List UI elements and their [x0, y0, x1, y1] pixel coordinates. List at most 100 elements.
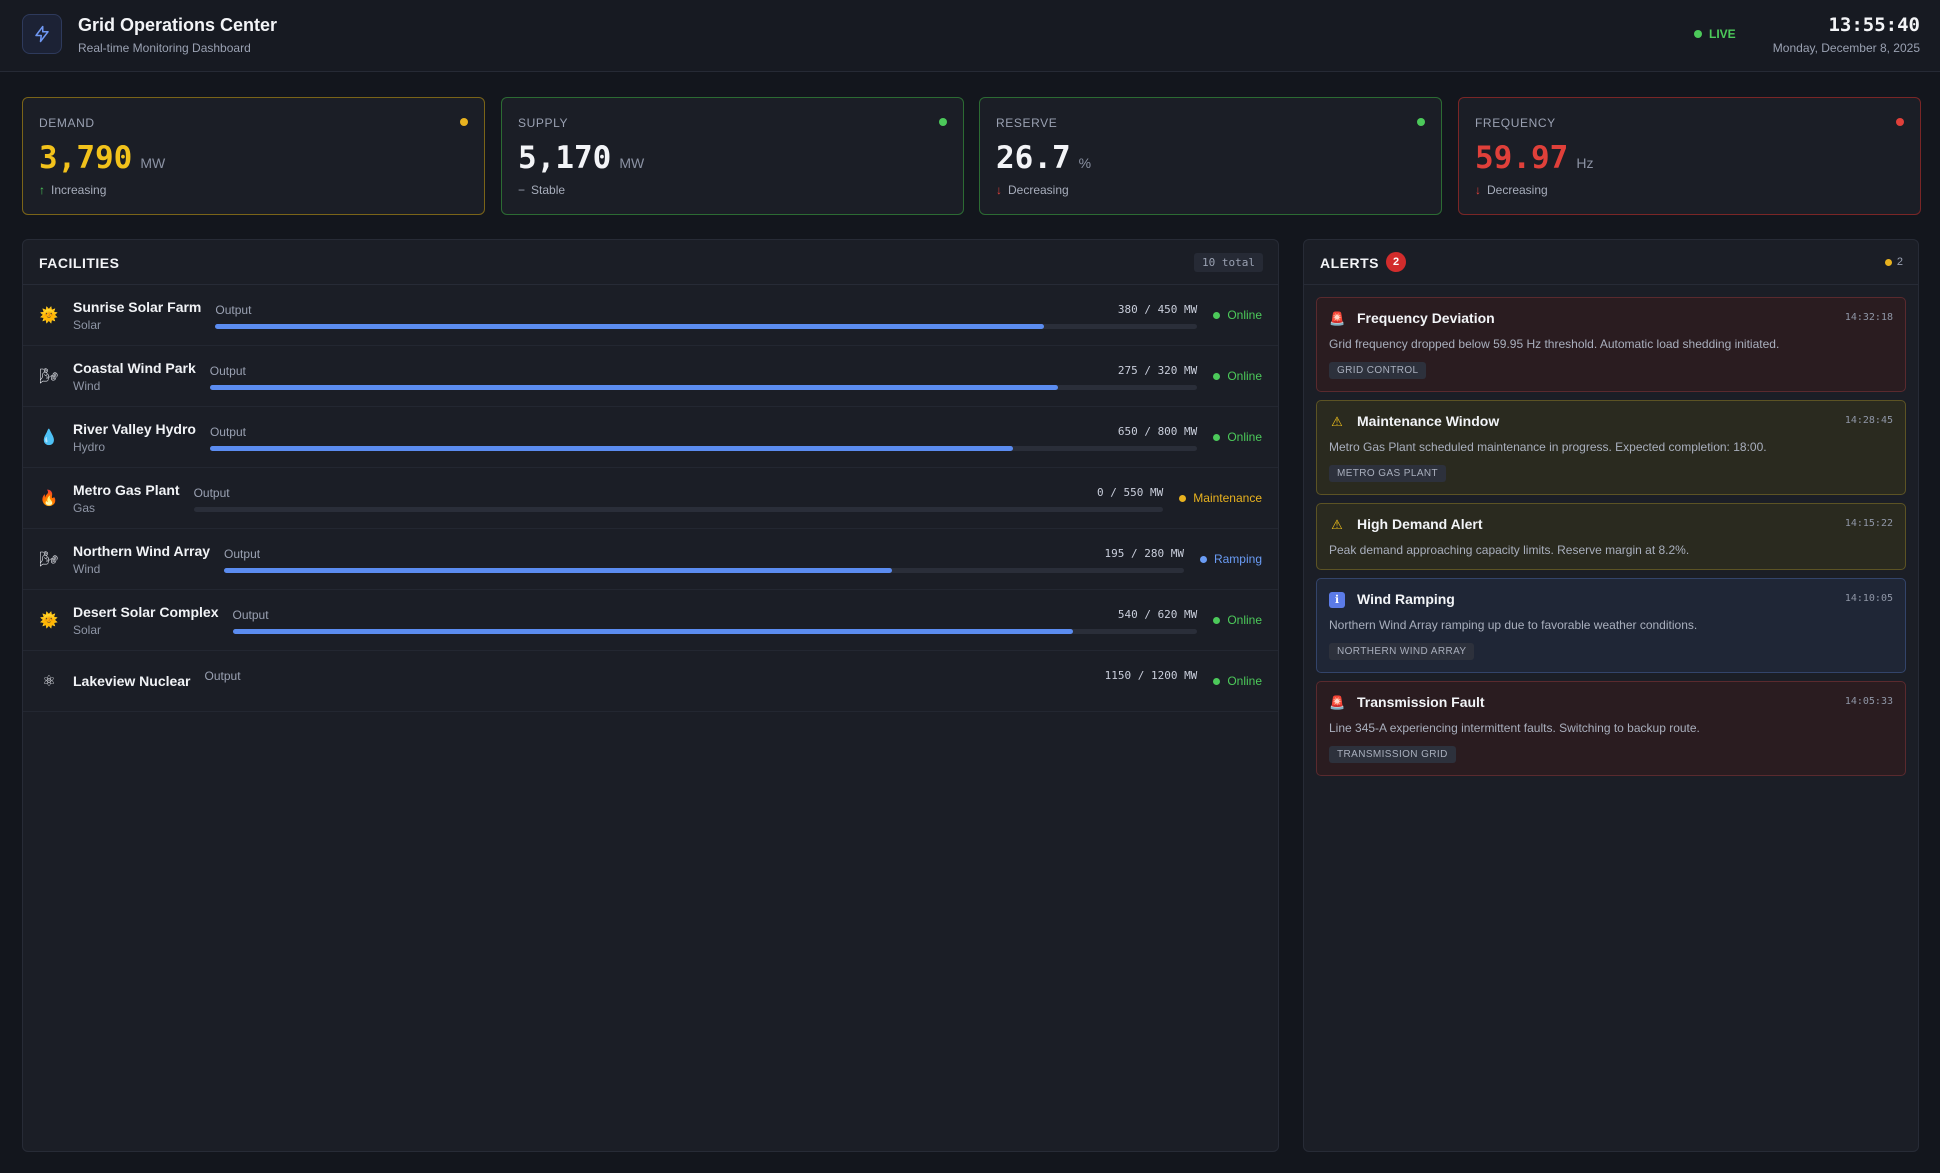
output-value: 0 / 550 MW — [1097, 486, 1164, 499]
metric-label: SUPPLY — [518, 116, 569, 130]
alert-title: Maintenance Window — [1357, 413, 1500, 429]
alert-card[interactable]: 🚨 Transmission Fault 14:05:33 Line 345-A… — [1316, 681, 1906, 776]
facility-type: Wind — [73, 378, 101, 393]
facility-status: Online — [1213, 613, 1262, 627]
alerts-mini-indicator: 2 — [1884, 256, 1903, 268]
output-bar-fill — [209, 446, 1013, 451]
alert-card[interactable]: ⚠ High Demand Alert 14:15:22 Peak demand… — [1316, 503, 1906, 570]
live-dot-icon — [1694, 30, 1702, 38]
alert-message: Line 345-A experiencing intermittent fau… — [1329, 721, 1700, 735]
metric-unit: Hz — [1576, 155, 1594, 171]
alert-card[interactable]: ⚠ Maintenance Window 14:28:45 Metro Gas … — [1316, 400, 1906, 495]
trend-arrow-icon: − — [518, 183, 526, 197]
facilities-total-badge: 10 total — [1194, 253, 1263, 272]
flame-icon: 🔥 — [39, 490, 59, 507]
facility-row[interactable]: 🌞 Desert Solar Complex Solar Output 540 … — [23, 590, 1278, 651]
output-bar-track — [209, 385, 1198, 390]
facility-output: Output 1150 / 1200 MW — [205, 661, 1198, 701]
facility-row[interactable]: 🌞 Sunrise Solar Farm Solar Output 380 / … — [23, 285, 1278, 346]
facility-type: Solar — [73, 317, 102, 332]
facility-row[interactable]: 🌬 Northern Wind Array Wind Output 195 / … — [23, 529, 1278, 590]
alert-title: Frequency Deviation — [1357, 310, 1495, 326]
alert-time: 14:10:05 — [1844, 593, 1893, 604]
app-title: Grid Operations Center — [78, 15, 278, 35]
metric-value-row: 3,790 MW — [39, 140, 165, 176]
facility-list: 🌞 Sunrise Solar Farm Solar Output 380 / … — [23, 285, 1278, 712]
output-label: Output — [204, 669, 241, 683]
facility-row[interactable]: 🌬 Coastal Wind Park Wind Output 275 / 32… — [23, 346, 1278, 407]
output-bar-track — [224, 568, 1184, 573]
facility-name-block: Metro Gas Plant Gas — [73, 482, 180, 515]
metric-trend: ↓ Decreasing — [1475, 183, 1548, 197]
status-label: Online — [1227, 613, 1262, 627]
output-label: Output — [215, 303, 252, 317]
alert-time: 14:32:18 — [1844, 312, 1893, 323]
facility-type: Wind — [73, 561, 101, 576]
facility-output: Output 0 / 550 MW — [193, 478, 1164, 518]
status-label: Ramping — [1213, 552, 1262, 566]
output-bar-track — [209, 446, 1198, 451]
facility-status: Online — [1213, 308, 1262, 322]
warning-icon: ⚠ — [1331, 517, 1343, 532]
trend-label: Stable — [531, 183, 566, 197]
facility-row[interactable]: 🔥 Metro Gas Plant Gas Output 0 / 550 MW … — [23, 468, 1278, 529]
facility-status: Online — [1213, 674, 1262, 688]
facility-name: Lakeview Nuclear — [73, 673, 191, 689]
alerts-title: ALERTS — [1320, 255, 1379, 271]
app-header: Grid Operations Center Real-time Monitor… — [0, 0, 1940, 72]
facility-status: Ramping — [1199, 552, 1262, 566]
output-value: 275 / 320 MW — [1117, 364, 1198, 377]
alert-source-tag: METRO GAS PLANT — [1329, 465, 1447, 482]
metric-value: 26.7 — [996, 140, 1071, 176]
warning-icon: ⚠ — [1331, 414, 1343, 429]
alert-card[interactable]: 🚨 Frequency Deviation 14:32:18 Grid freq… — [1316, 297, 1906, 392]
facility-name-block: Lakeview Nuclear — [73, 673, 191, 689]
metric-label: RESERVE — [996, 116, 1058, 130]
status-label: Online — [1227, 369, 1262, 383]
alert-message: Metro Gas Plant scheduled maintenance in… — [1329, 440, 1767, 454]
metric-unit: MW — [619, 155, 645, 171]
facility-row[interactable]: ⚛ Lakeview Nuclear Output 1150 / 1200 MW… — [23, 651, 1278, 712]
metric-trend: ↑ Increasing — [39, 183, 106, 197]
atom-icon: ⚛ — [42, 673, 56, 690]
output-bar-track — [215, 324, 1198, 329]
alert-card[interactable]: ℹ Wind Ramping 14:10:05 Northern Wind Ar… — [1316, 578, 1906, 673]
facility-name: Desert Solar Complex — [73, 603, 219, 620]
alerts-panel: ALERTS 2 2 🚨 Frequency Deviation 14:32:1… — [1303, 239, 1919, 1152]
facilities-title: FACILITIES — [39, 255, 120, 271]
facility-type: Solar — [73, 622, 102, 637]
trend-label: Increasing — [51, 183, 107, 197]
output-bar-fill — [224, 568, 893, 573]
output-label: Output — [209, 425, 246, 439]
output-value: 650 / 800 MW — [1117, 425, 1198, 438]
status-dot-icon — [460, 118, 468, 126]
wind-icon: 🌬 — [39, 551, 59, 568]
facility-name: Coastal Wind Park — [73, 359, 196, 376]
metric-card-frequency: FREQUENCY 59.97 Hz ↓ Decreasing — [1458, 97, 1921, 215]
lightning-bolt-icon — [22, 14, 62, 54]
alert-source-tag: NORTHERN WIND ARRAY — [1329, 643, 1475, 660]
alert-list: 🚨 Frequency Deviation 14:32:18 Grid freq… — [1316, 297, 1906, 787]
wind-icon: 🌬 — [39, 368, 59, 385]
status-dot-icon — [1179, 494, 1187, 502]
warning-dot-icon — [1884, 258, 1892, 266]
sun-icon: 🌞 — [39, 307, 59, 324]
metric-value-row: 26.7 % — [996, 140, 1091, 176]
facility-name: River Valley Hydro — [73, 420, 196, 437]
output-bar-fill — [232, 629, 1073, 634]
alerts-mini-count: 2 — [1896, 256, 1903, 268]
metric-value-row: 5,170 MW — [518, 140, 644, 176]
status-dot-icon — [1213, 677, 1221, 685]
output-bar-track — [193, 507, 1164, 512]
alert-message: Northern Wind Array ramping up due to fa… — [1329, 618, 1698, 632]
metric-value: 59.97 — [1475, 140, 1569, 176]
metric-unit: % — [1078, 155, 1092, 171]
alert-message: Peak demand approaching capacity limits.… — [1329, 543, 1690, 557]
status-dot-icon — [939, 118, 947, 126]
facility-row[interactable]: 💧 River Valley Hydro Hydro Output 650 / … — [23, 407, 1278, 468]
facility-status: Online — [1213, 430, 1262, 444]
trend-arrow-icon: ↓ — [1475, 183, 1481, 197]
alerts-panel-header: ALERTS 2 2 — [1304, 240, 1918, 285]
output-label: Output — [224, 547, 261, 561]
status-dot-icon — [1213, 311, 1221, 319]
